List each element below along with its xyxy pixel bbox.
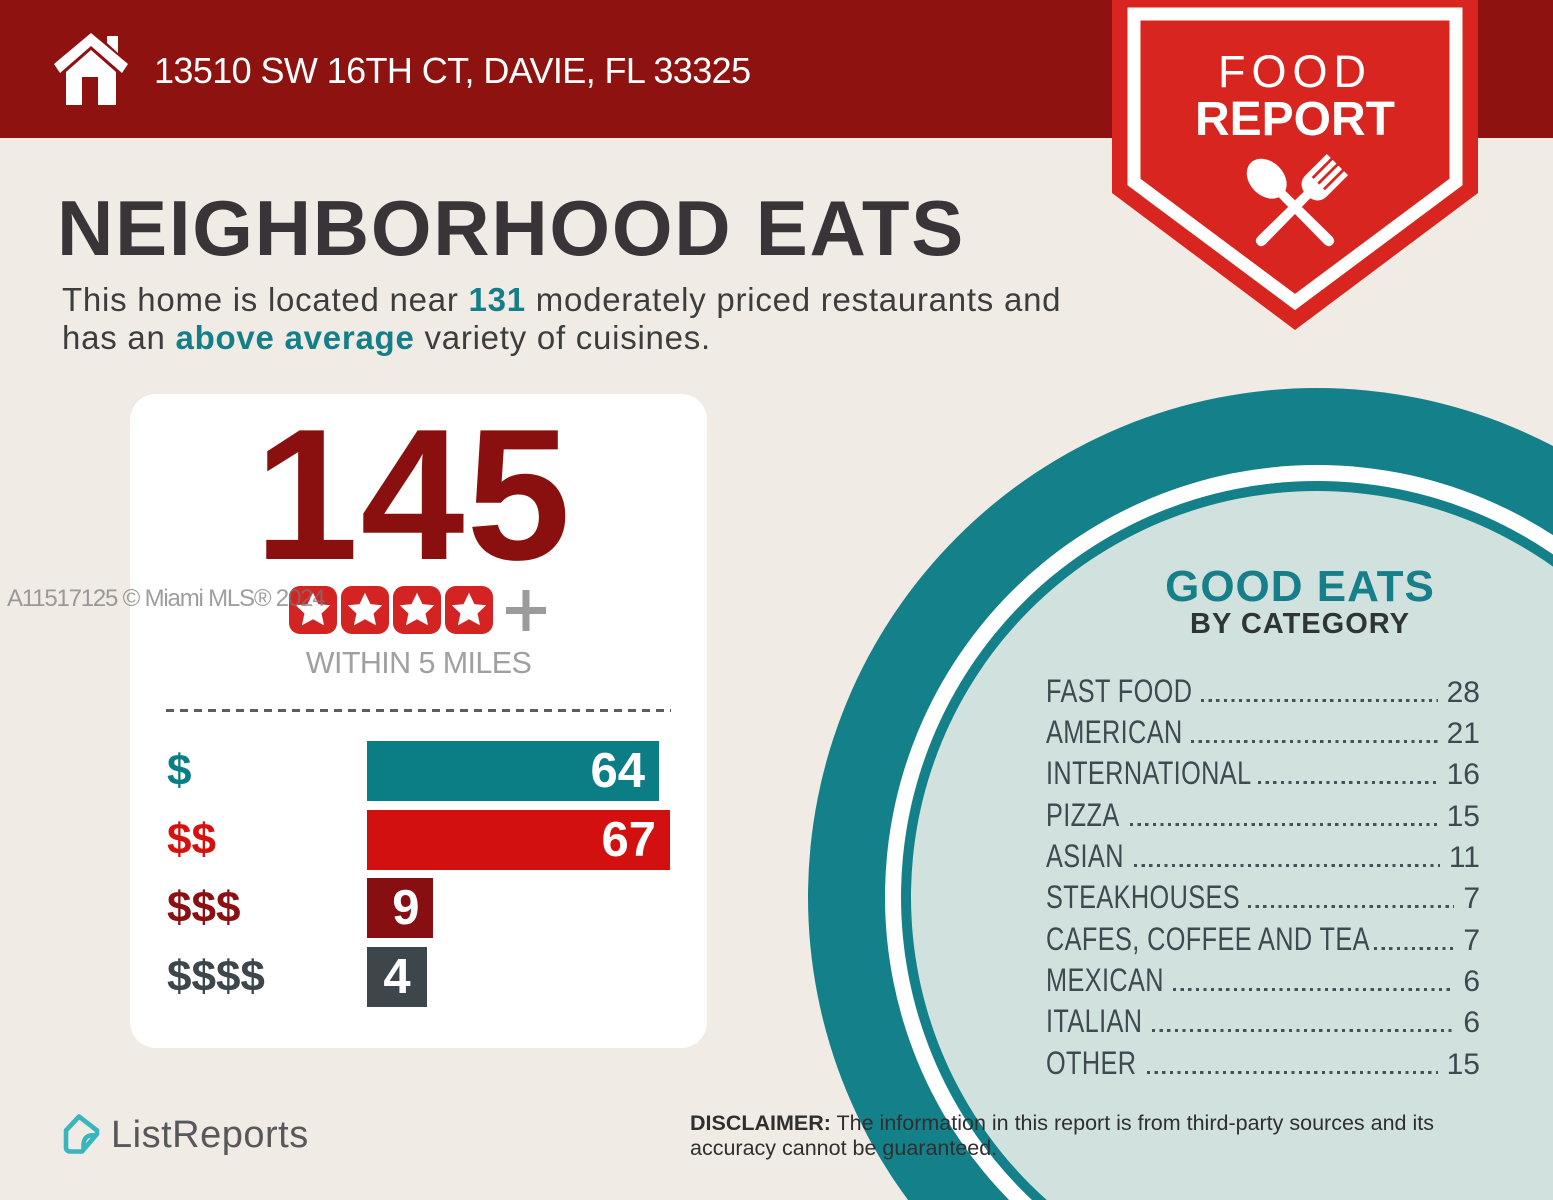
svg-text:REPORT: REPORT [1195, 93, 1395, 146]
svg-text:FOOD: FOOD [1218, 46, 1372, 97]
